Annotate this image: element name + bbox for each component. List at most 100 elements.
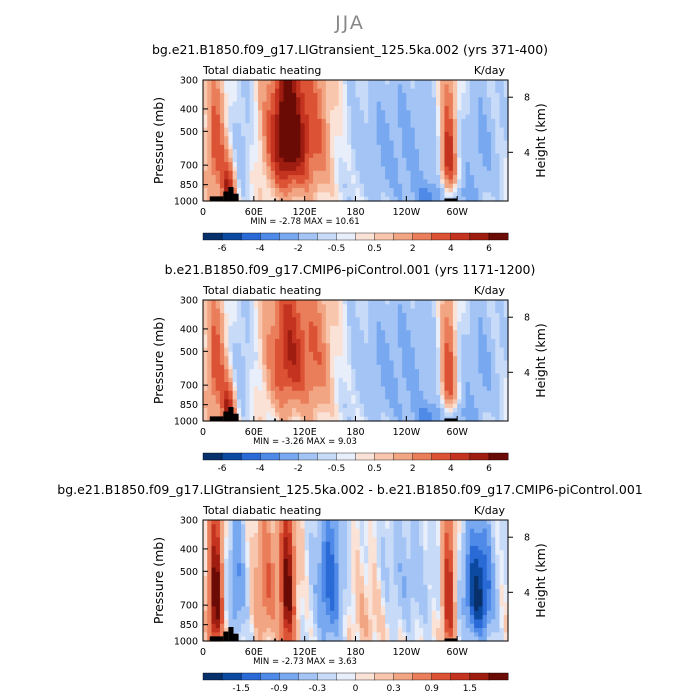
heatmap-cell xyxy=(410,330,416,336)
heatmap-cell xyxy=(270,170,276,176)
heatmap-cell xyxy=(232,628,238,633)
heatmap-cell xyxy=(258,593,263,599)
heatmap-cell xyxy=(385,188,390,193)
heatmap-cell xyxy=(457,105,463,111)
y-tick-label: 1000 xyxy=(174,197,198,208)
heatmap-cell xyxy=(224,399,230,405)
heatmap-cell xyxy=(397,149,403,155)
heatmap-cell xyxy=(351,183,357,189)
heatmap-cell xyxy=(359,97,365,103)
heatmap-cell xyxy=(258,563,263,569)
heatmap-cell xyxy=(253,550,259,556)
heatmap-cell xyxy=(469,101,475,107)
heatmap-cell xyxy=(444,188,450,193)
heatmap-cell xyxy=(431,118,437,124)
heatmap-cell xyxy=(266,571,272,577)
y-right-tick-label: 8 xyxy=(524,313,530,324)
heatmap-cell xyxy=(427,386,433,392)
heatmap-cell xyxy=(359,105,365,111)
heatmap-cell xyxy=(207,584,213,590)
heatmap-cell xyxy=(372,356,378,362)
heatmap-cell xyxy=(203,338,208,344)
heatmap-cell xyxy=(410,105,416,111)
heatmap-cell xyxy=(431,321,437,327)
heatmap-cell xyxy=(372,408,378,413)
heatmap-cell xyxy=(207,188,213,193)
heatmap-cell xyxy=(376,334,382,340)
heatmap-cell xyxy=(207,175,213,180)
heatmap-cell xyxy=(308,408,314,413)
heatmap-cell xyxy=(287,170,293,176)
heatmap-cell xyxy=(334,110,340,116)
heatmap-cell xyxy=(347,136,352,142)
heatmap-cell xyxy=(253,140,259,146)
heatmap-cell xyxy=(355,403,361,409)
colorbar-label: 0.5 xyxy=(367,464,381,474)
heatmap-cell xyxy=(219,597,225,603)
heatmap-cell xyxy=(363,412,369,418)
heatmap-cell xyxy=(452,153,458,159)
heatmap-cell xyxy=(291,308,297,314)
heatmap-cell xyxy=(262,105,268,111)
heatmap-cell xyxy=(291,97,297,103)
heatmap-cell xyxy=(423,325,429,331)
heatmap-cell xyxy=(465,321,471,327)
heatmap-cell xyxy=(503,364,509,370)
heatmap-cell xyxy=(419,153,424,159)
heatmap-cell xyxy=(313,395,318,400)
heatmap-cell xyxy=(474,196,479,202)
heatmap-cell xyxy=(249,369,255,375)
heatmap-cell xyxy=(440,325,446,331)
heatmap-cell xyxy=(249,408,255,413)
heatmap-cell xyxy=(351,390,357,396)
heatmap-cell xyxy=(368,330,374,336)
heatmap-cell xyxy=(334,347,340,353)
heatmap-cell xyxy=(232,399,238,405)
heatmap-cell xyxy=(258,317,263,323)
heatmap-cell xyxy=(423,338,429,344)
heatmap-cell xyxy=(317,541,323,547)
heatmap-cell xyxy=(469,127,475,133)
heatmap-cell xyxy=(457,114,463,120)
heatmap-cell xyxy=(266,528,272,534)
heatmap-cell xyxy=(219,373,225,379)
heatmap-cell xyxy=(304,131,310,137)
heatmap-cell xyxy=(355,373,361,379)
heatmap-cell xyxy=(228,554,234,560)
heatmap-cell xyxy=(355,114,361,120)
heatmap-cell xyxy=(368,412,374,418)
heatmap-cell xyxy=(241,589,246,595)
heatmap-cell xyxy=(211,312,217,318)
heatmap-cell xyxy=(385,140,390,146)
heatmap-cell xyxy=(241,412,246,418)
heatmap-cell xyxy=(236,576,242,582)
heatmap-cell xyxy=(355,140,361,146)
heatmap-cell xyxy=(376,131,382,137)
heatmap-cell xyxy=(236,520,242,525)
heatmap-cell xyxy=(304,84,310,90)
heatmap-cell xyxy=(414,369,420,375)
heatmap-cell xyxy=(389,356,395,362)
heatmap-cell xyxy=(245,153,251,159)
heatmap-cell xyxy=(469,390,475,396)
heatmap-cell xyxy=(444,412,450,418)
heatmap-cell xyxy=(228,528,234,534)
heatmap-cell xyxy=(228,537,234,543)
heatmap-cell xyxy=(452,192,458,198)
heatmap-cell xyxy=(224,571,230,577)
heatmap-cell xyxy=(203,567,208,573)
heatmap-cell xyxy=(359,183,365,189)
heatmap-cell xyxy=(270,308,276,314)
heatmap-cell xyxy=(410,300,416,305)
heatmap-cell xyxy=(219,550,225,556)
heatmap-cell xyxy=(241,321,246,327)
heatmap-cell xyxy=(414,408,420,413)
heatmap-cell xyxy=(431,395,437,400)
heatmap-cell xyxy=(351,88,357,94)
heatmap-cell xyxy=(495,343,501,349)
heatmap-cell xyxy=(275,312,280,318)
heatmap-cell xyxy=(435,412,441,418)
heatmap-cell xyxy=(283,80,289,85)
heatmap-cell xyxy=(440,105,446,111)
heatmap-cell xyxy=(359,412,365,418)
